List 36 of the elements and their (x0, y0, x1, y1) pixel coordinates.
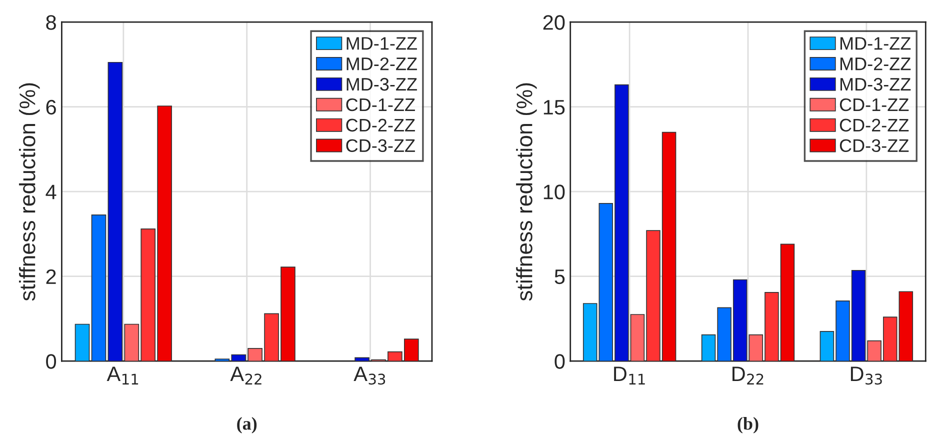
legend-label: CD-2-ZZ (346, 118, 415, 132)
x-tick-label: D$_{33}$ (850, 366, 882, 385)
text: (a) (237, 417, 257, 434)
legend-label: CD-1-ZZ (346, 98, 415, 112)
y-tick-label: 5 (554, 270, 565, 284)
y-tick-label: 10 (544, 184, 565, 200)
y-tick-label: 0 (554, 354, 565, 369)
x-tick-label: D$_{22}$ (732, 366, 764, 384)
x-tick-label: A$_{22}$ (230, 366, 262, 384)
legend-label: MD-1-ZZ (840, 37, 911, 50)
y-tick-label: 2 (46, 269, 56, 284)
bar (582, 303, 598, 362)
y-tick-label: 0 (46, 354, 56, 369)
legend-label: MD-2-ZZ (346, 57, 417, 70)
x-tick-label: D$_{11}$ (614, 366, 645, 384)
y-tick-label: 4 (46, 184, 56, 200)
y-tick-label: 20 (543, 15, 565, 30)
y-tick-label: 8 (46, 15, 56, 30)
legend-label: MD-2-ZZ (840, 57, 911, 70)
y-tick-label: 15 (544, 100, 565, 115)
legend-label: MD-3-ZZ (346, 78, 417, 91)
x-tick-label: A$_{33}$ (354, 366, 386, 385)
bar (898, 291, 914, 362)
y-axis-title: stiffness reduction (%) (18, 83, 40, 301)
y-axis-title: stiffness reduction (%) (516, 83, 537, 301)
x-tick-label: A$_{11}$ (106, 366, 138, 384)
legend-label: MD-1-ZZ (346, 37, 417, 50)
legend-label: CD-3-ZZ (840, 139, 909, 152)
legend-label: MD-3-ZZ (840, 78, 911, 91)
legend-label: CD-1-ZZ (840, 98, 909, 112)
text: (b) (738, 417, 758, 434)
legend-label: CD-2-ZZ (840, 118, 909, 132)
bar (74, 324, 90, 362)
legend-label: CD-3-ZZ (346, 139, 415, 152)
bar (91, 214, 106, 362)
y-tick-label: 6 (46, 100, 56, 115)
